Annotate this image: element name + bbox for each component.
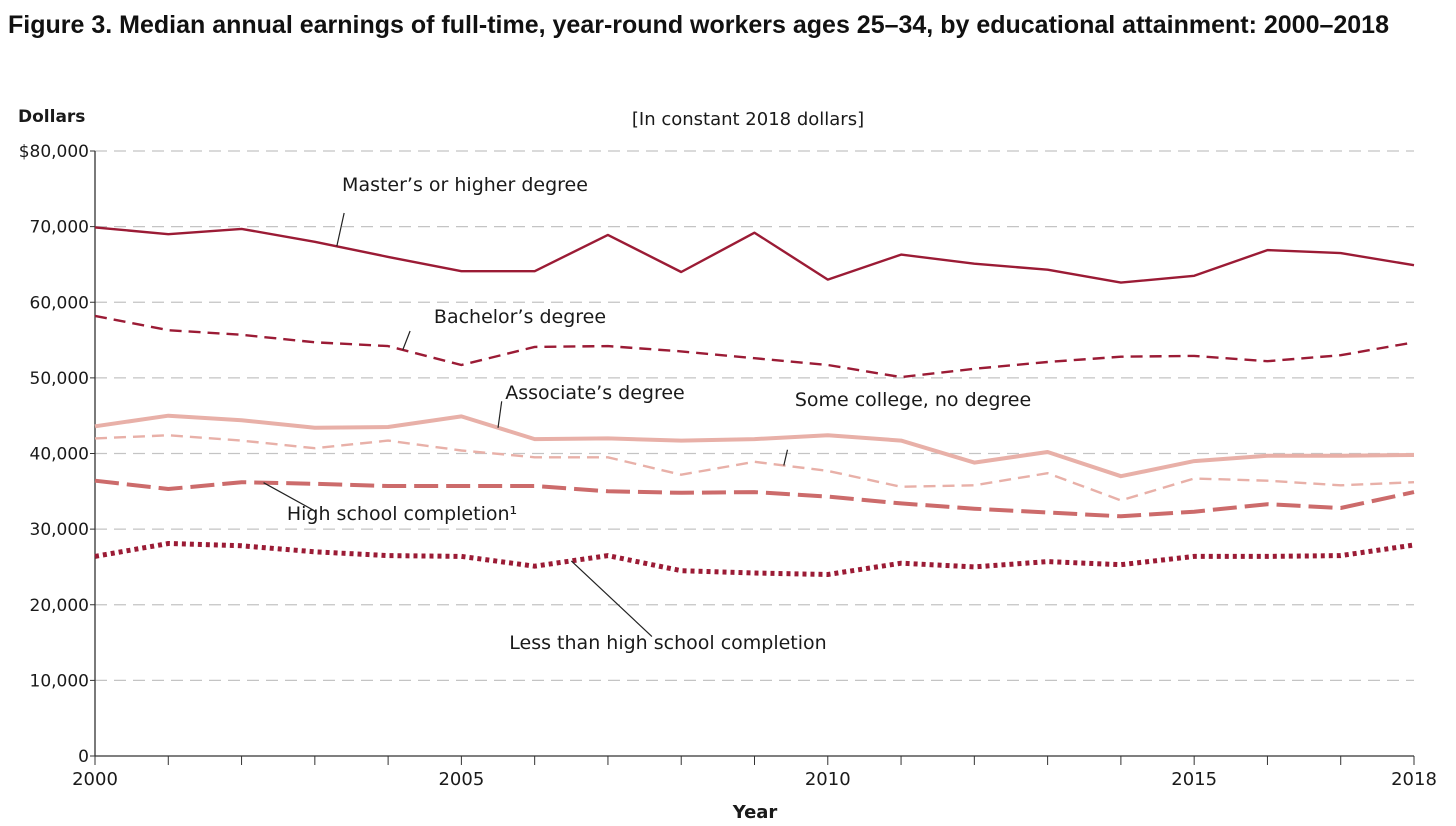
- series-line: [94, 434, 1415, 502]
- series-line: [94, 314, 1415, 379]
- series-annotation-label: High school completion¹: [287, 503, 517, 525]
- y-axis-label: Dollars: [18, 107, 85, 127]
- series-annotation-label: Some college, no degree: [795, 389, 1031, 411]
- annotation-leader: [570, 560, 653, 637]
- annotation-leader: [783, 449, 789, 466]
- series-annotation-label: Master’s or higher degree: [342, 174, 588, 196]
- y-tick-label: 30,000: [30, 520, 89, 540]
- y-tick-label: 60,000: [30, 293, 89, 313]
- series-line: [94, 413, 1415, 479]
- x-tick-label: 2005: [438, 769, 484, 790]
- x-tick-label: 2000: [72, 769, 118, 790]
- chart-subtitle: [In constant 2018 dollars]: [632, 109, 864, 130]
- x-tick-label: 2015: [1171, 769, 1217, 790]
- y-tick-label: 0: [78, 747, 89, 767]
- series-annotation-label: Less than high school completion: [509, 632, 826, 654]
- axes: 0 10,000 20,000 30,000 40,000 50,000 60,000 70,…: [19, 142, 1437, 790]
- series-line: [94, 478, 1415, 519]
- annotation-leader: [497, 401, 503, 428]
- series-annotation-label: Bachelor’s degree: [434, 306, 606, 328]
- x-axis-label: Year: [732, 802, 778, 823]
- y-tick-label: $80,000: [19, 142, 89, 162]
- series-lines: [94, 226, 1415, 577]
- y-tick-label: 10,000: [30, 671, 89, 691]
- y-tick-label: 20,000: [30, 596, 89, 616]
- y-tick-label: 50,000: [30, 369, 89, 389]
- x-tick-label: 2010: [805, 769, 851, 790]
- annotation-leader: [402, 330, 411, 351]
- y-tick-label: 70,000: [30, 218, 89, 238]
- x-tick-label: 2018: [1391, 769, 1437, 790]
- chart-title: Figure 3. Median annual earnings of full…: [8, 11, 1389, 39]
- series-line: [94, 226, 1415, 284]
- annotations: Master’s or higher degree Bachelor’s degr…: [263, 174, 1031, 654]
- series-line: [94, 541, 1415, 577]
- annotation-leader: [263, 482, 316, 512]
- gridlines: [95, 150, 1414, 681]
- y-tick-label: 40,000: [30, 445, 89, 465]
- annotation-leader: [336, 212, 345, 247]
- series-annotation-label: Associate’s degree: [505, 382, 685, 404]
